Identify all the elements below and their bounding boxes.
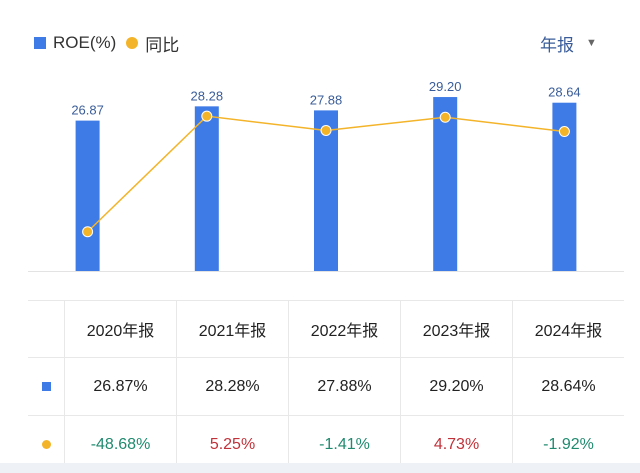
period-selector[interactable]: 年报 ▼ <box>540 31 597 55</box>
roe-bar-label: 29.20 <box>429 79 462 94</box>
yoy-cell: -1.41% <box>288 416 400 473</box>
caret-down-icon: ▼ <box>586 37 597 49</box>
bar-legend-swatch <box>34 37 46 49</box>
bar-legend-label: ROE(%) <box>53 33 117 52</box>
period-selector-label: 年报 <box>540 35 574 55</box>
yoy-cell: 5.25% <box>176 416 288 473</box>
roe-row-marker-cell <box>28 358 64 415</box>
yoy-row-marker-cell <box>28 416 64 473</box>
roe-cell: 26.87% <box>64 358 176 415</box>
roe-chart: 26.87 28.28 27.88 29.20 28.64 <box>28 79 624 272</box>
yoy-cell: 4.73% <box>400 416 512 473</box>
roe-bar-label: 28.64 <box>548 85 581 100</box>
line-legend-label: 同比 <box>145 35 180 55</box>
header-cell: 2021年报 <box>176 301 288 357</box>
table-row-yoy: -48.68% 5.25% -1.41% 4.73% -1.92% <box>28 416 624 473</box>
yoy-point <box>439 111 451 123</box>
roe-cell: 29.20% <box>400 358 512 415</box>
line-legend-swatch <box>126 37 139 49</box>
yoy-point <box>320 124 332 136</box>
header-spacer <box>28 301 64 357</box>
roe-cell: 28.28% <box>176 358 288 415</box>
table-header-row: 2020年报 2021年报 2022年报 2023年报 2024年报 <box>28 300 624 358</box>
header-cell: 2023年报 <box>400 301 512 357</box>
yoy-point <box>82 226 94 238</box>
data-table: 2020年报 2021年报 2022年报 2023年报 2024年报 26.87… <box>28 300 624 473</box>
yoy-point <box>201 110 213 122</box>
roe-bar-label: 28.28 <box>191 88 224 103</box>
yoy-cell: -48.68% <box>64 416 176 473</box>
table-row-roe: 26.87% 28.28% 27.88% 29.20% 28.64% <box>28 358 624 416</box>
yoy-point <box>558 126 570 138</box>
header-cell: 2020年报 <box>64 301 176 357</box>
roe-bar <box>75 120 100 271</box>
roe-bar-label: 26.87 <box>71 103 104 118</box>
roe-cell: 28.64% <box>512 358 624 415</box>
chart-legend: ROE(%) 同比 <box>34 31 179 55</box>
roe-cell: 27.88% <box>288 358 400 415</box>
roe-bar-label: 27.88 <box>310 92 343 107</box>
header-cell: 2024年报 <box>512 301 624 357</box>
bottom-strip <box>0 463 640 473</box>
bar-square-icon <box>41 382 51 391</box>
roe-bar <box>433 97 458 271</box>
roe-bar <box>314 110 338 272</box>
roe-bar <box>194 106 219 271</box>
header-cell: 2022年报 <box>288 301 400 357</box>
yoy-cell: -1.92% <box>512 416 624 473</box>
line-dot-icon <box>41 440 51 449</box>
